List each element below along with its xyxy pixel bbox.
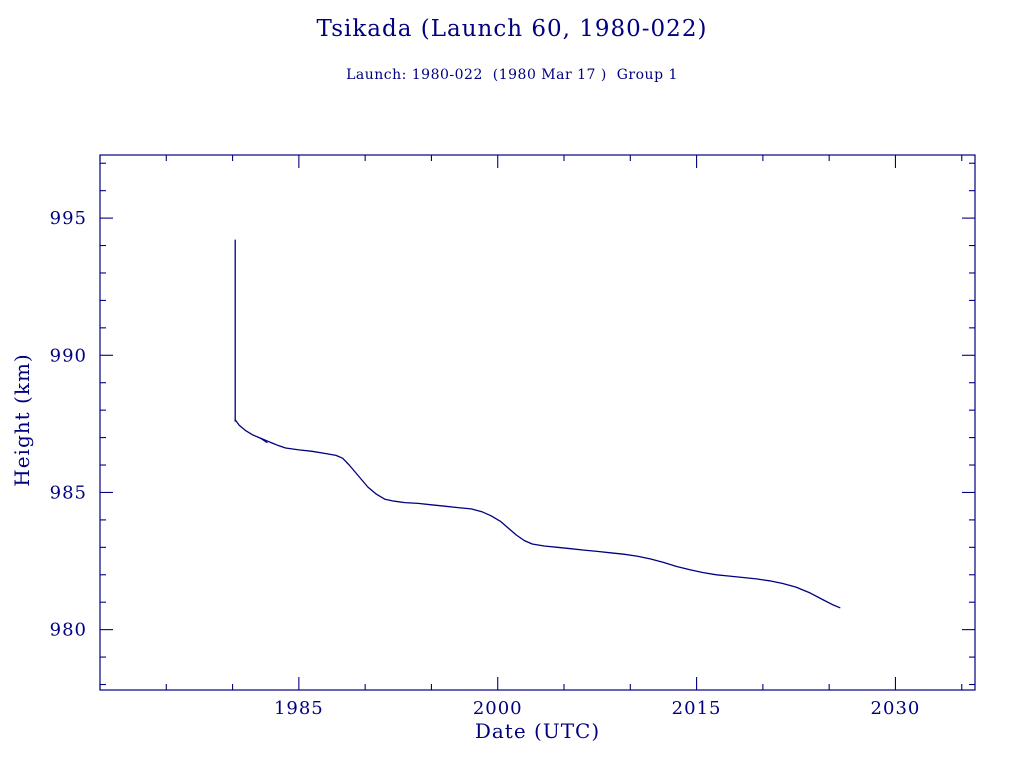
plot-border xyxy=(99,154,976,691)
y-tick-label: 995 xyxy=(50,208,87,229)
y-tick-label: 980 xyxy=(50,620,87,641)
height-decay-line xyxy=(234,419,841,609)
y-tick-label: 990 xyxy=(50,345,87,366)
x-tick-label: 2030 xyxy=(871,698,921,719)
y-tick-label: 985 xyxy=(50,482,87,503)
chart-subtitle: Launch: 1980-022 (1980 Mar 17 ) Group 1 xyxy=(346,67,678,83)
x-tick-label: 2000 xyxy=(473,698,523,719)
chart-title: Tsikada (Launch 60, 1980-022) xyxy=(316,16,708,42)
x-axis-label: Date (UTC) xyxy=(474,719,601,743)
y-axis-label-text: Height (km) xyxy=(10,353,34,487)
x-tick-label: 2015 xyxy=(672,698,722,719)
x-tick-label: 1985 xyxy=(274,698,324,719)
